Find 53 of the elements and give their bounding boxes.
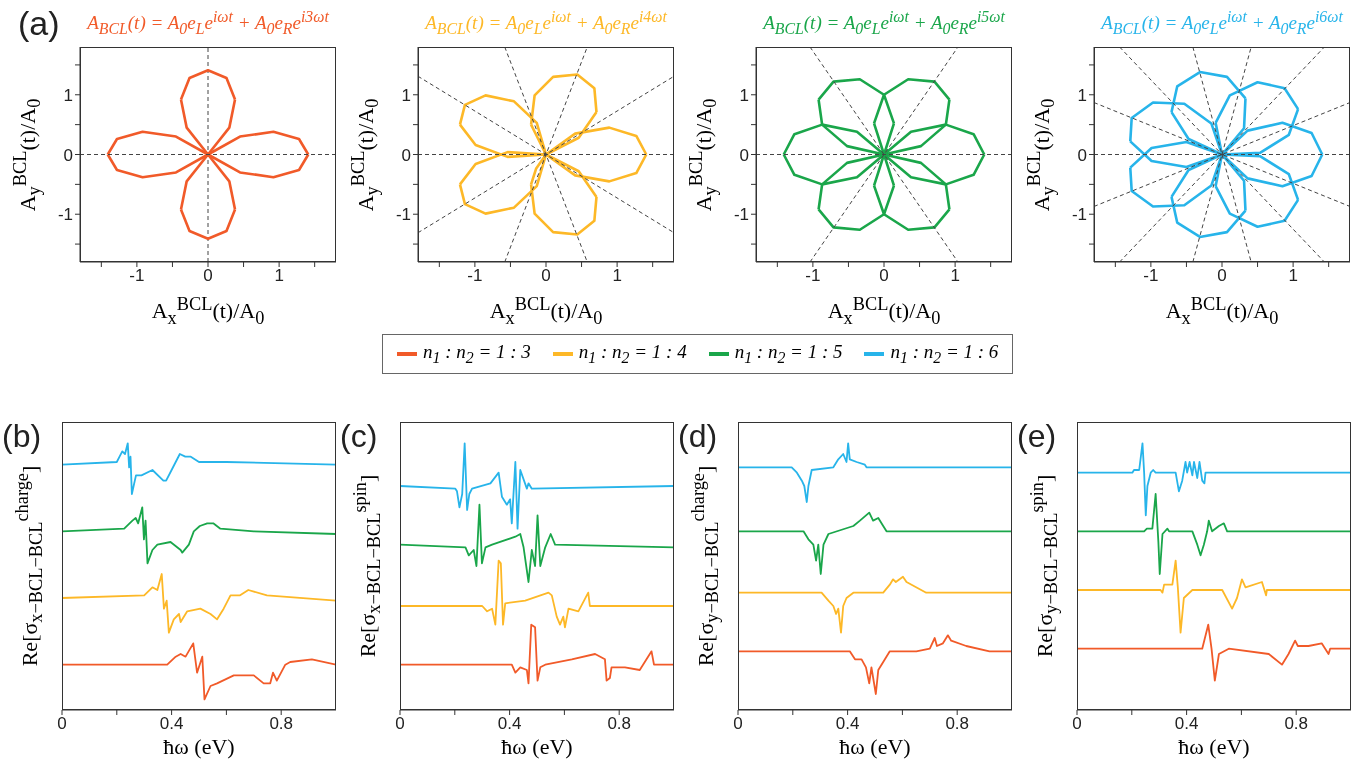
legend-label: n$_{1}$ : n$_{2}$ = 1 : 4 xyxy=(578,341,687,367)
x-tick-label: -1 xyxy=(805,266,821,286)
x-tick-label: -1 xyxy=(467,266,483,286)
x-axis-title: ħω (eV) xyxy=(1177,734,1251,760)
x-axis-title: ħω (eV) xyxy=(162,734,236,760)
x-axis-title: A$_{x}$$^{BCL}$(t)/A$_{0}$ xyxy=(488,294,604,329)
text: (a) xyxy=(18,4,60,43)
x-axis-title: A$_{x}$$^{BCL}$(t)/A$_{0}$ xyxy=(1164,294,1280,329)
text: (e) xyxy=(1017,418,1057,455)
text: (d) xyxy=(678,418,718,455)
x-tick-label: 0 xyxy=(541,266,551,286)
y-tick-label: 0 xyxy=(739,145,749,165)
y-tick-label: -1 xyxy=(733,205,749,225)
x-tick-label: 0 xyxy=(203,266,213,286)
x-tick-label: -1 xyxy=(1143,266,1159,286)
y-tick-label: -1 xyxy=(57,205,73,225)
y-tick-label: 0 xyxy=(63,145,73,165)
chart-title: A$_{BCL}$(t) = A$_{0}$e$_{L}$e$^{iωt}$ + A$_{0}$e$_{R}$e$^{i6ωt}$ xyxy=(1101,8,1343,38)
y-tick-label: 0 xyxy=(401,145,411,165)
x-tick-label: 0.4 xyxy=(835,714,860,734)
x-tick-label: 0.4 xyxy=(159,714,184,734)
x-axis-title: ħω (eV) xyxy=(838,734,912,760)
y-tick-label: 1 xyxy=(401,85,411,105)
y-tick-label: 1 xyxy=(63,85,73,105)
x-tick-label: -1 xyxy=(129,266,145,286)
x-tick-label: 0.4 xyxy=(1174,714,1199,734)
x-tick-label: 1 xyxy=(274,266,284,286)
x-tick-label: 1 xyxy=(612,266,622,286)
y-tick-label: 0 xyxy=(1077,145,1087,165)
x-axis-title: A$_{x}$$^{BCL}$(t)/A$_{0}$ xyxy=(826,294,942,329)
x-tick-label: 0.4 xyxy=(497,714,522,734)
text: (c) xyxy=(340,418,378,455)
y-tick-label: 1 xyxy=(739,85,749,105)
x-tick-label: 0 xyxy=(1217,266,1227,286)
x-tick-label: 0.8 xyxy=(269,714,294,734)
legend-label: n$_{1}$ : n$_{2}$ = 1 : 5 xyxy=(734,341,843,367)
chart-title: A$_{BCL}$(t) = A$_{0}$e$_{L}$e$^{iωt}$ + A$_{0}$e$_{R}$e$^{i3ωt}$ xyxy=(87,8,329,38)
y-tick-label: -1 xyxy=(395,205,411,225)
legend-label: n$_{1}$ : n$_{2}$ = 1 : 6 xyxy=(890,341,999,367)
text: (b) xyxy=(2,418,42,455)
x-tick-label: 1 xyxy=(1288,266,1298,286)
x-tick-label: 0.8 xyxy=(945,714,970,734)
chart-title: A$_{BCL}$(t) = A$_{0}$e$_{L}$e$^{iωt}$ + A$_{0}$e$_{R}$e$^{i4ωt}$ xyxy=(425,8,667,38)
y-tick-label: 1 xyxy=(1077,85,1087,105)
x-tick-label: 1 xyxy=(950,266,960,286)
x-axis-title: ħω (eV) xyxy=(500,734,574,760)
x-axis-title: A$_{x}$$^{BCL}$(t)/A$_{0}$ xyxy=(150,294,266,329)
legend-label: n$_{1}$ : n$_{2}$ = 1 : 3 xyxy=(423,341,531,367)
x-tick-label: 0.8 xyxy=(607,714,632,734)
y-tick-label: -1 xyxy=(1071,205,1087,225)
x-tick-label: 0.8 xyxy=(1284,714,1309,734)
chart-title: A$_{BCL}$(t) = A$_{0}$e$_{L}$e$^{iωt}$ + A$_{0}$e$_{R}$e$^{i5ωt}$ xyxy=(763,8,1005,38)
x-tick-label: 0 xyxy=(879,266,889,286)
